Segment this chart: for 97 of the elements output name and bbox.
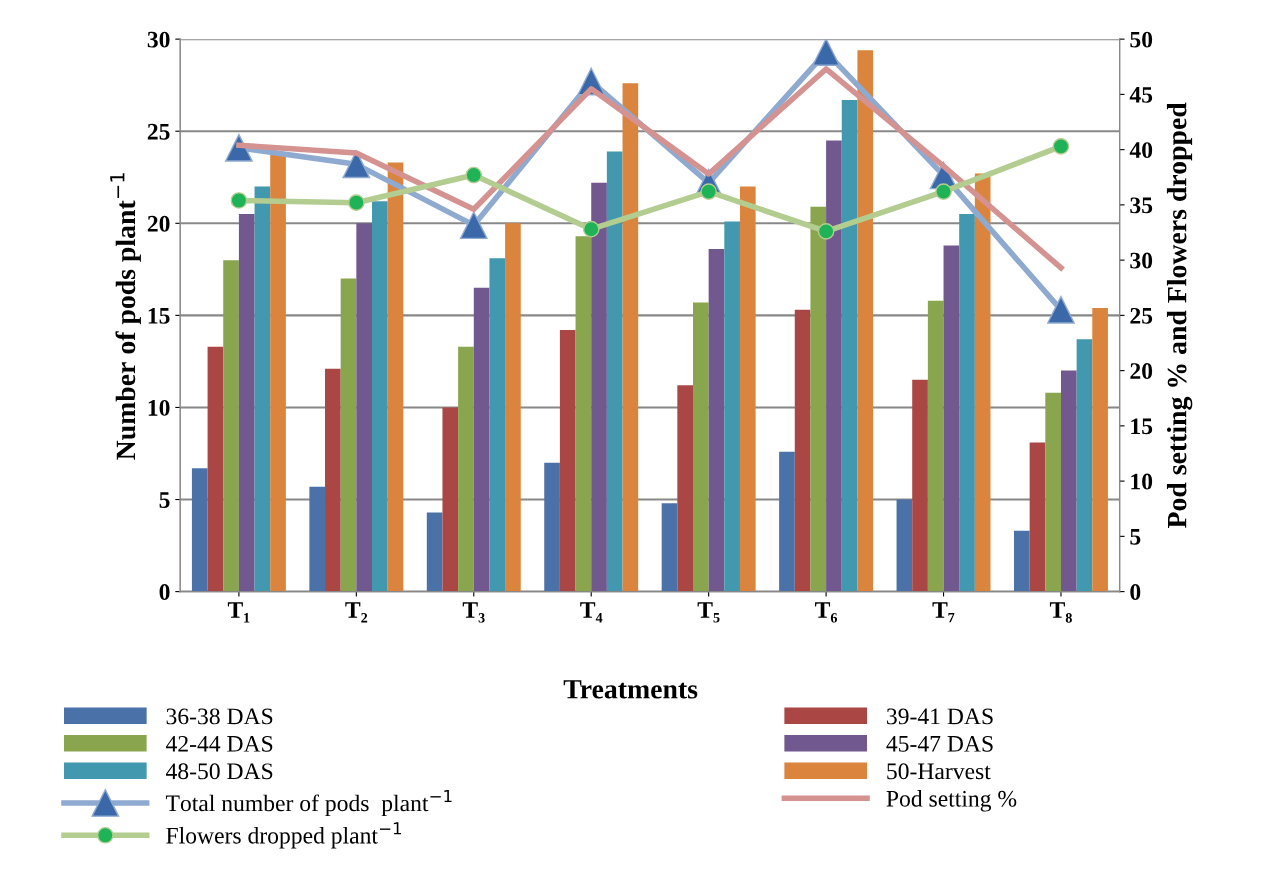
bar — [591, 182, 607, 592]
y2-tick-label: 40 — [1129, 142, 1153, 159]
bar — [1014, 530, 1030, 592]
bar — [575, 236, 592, 592]
x-tick-label: T₇ — [932, 602, 955, 623]
x-axis-title: Treatments — [563, 680, 698, 699]
point — [582, 220, 600, 238]
bar — [254, 186, 271, 592]
legend-label: Total number of pods plant$^{−1}$ — [165, 789, 452, 817]
point — [348, 194, 365, 212]
point — [812, 39, 840, 66]
point — [230, 192, 248, 209]
legend-label: 36-38 DAS — [166, 708, 273, 725]
y-tick-label: 20 — [147, 215, 170, 232]
bar — [544, 462, 560, 592]
x-tick-label: T₈ — [1049, 602, 1072, 623]
point — [817, 223, 835, 240]
bar — [505, 223, 521, 592]
bar — [270, 153, 286, 592]
bar — [325, 368, 341, 592]
x-tick-label: T₆ — [815, 602, 838, 623]
point — [459, 211, 488, 240]
point — [935, 183, 952, 200]
y-axis-title: Number of pods plant$^{−1}$ — [110, 173, 141, 460]
bar — [559, 330, 576, 592]
bar — [912, 379, 928, 592]
bar — [661, 503, 678, 592]
point — [1047, 295, 1075, 324]
y2-tick-label: 5 — [1130, 529, 1141, 545]
bar — [356, 223, 372, 592]
bar — [622, 83, 639, 592]
legend-label: 50-Harvest — [887, 763, 991, 780]
bar — [826, 140, 842, 592]
y2-tick-label: 10 — [1131, 473, 1153, 490]
x-tick-label: T₂ — [345, 602, 368, 623]
bar — [426, 512, 443, 592]
x-tick-label: T₁ — [227, 602, 250, 623]
bar — [1060, 370, 1077, 592]
bar — [442, 407, 459, 592]
y2-tick-label: 45 — [1129, 87, 1153, 103]
bar — [810, 206, 827, 592]
bar — [857, 50, 874, 592]
bar — [191, 468, 208, 592]
bar — [677, 385, 693, 592]
legend-label: 45-47 DAS — [886, 735, 993, 752]
bar — [606, 151, 623, 592]
bar — [693, 302, 709, 592]
legend-label: 42-44 DAS — [165, 735, 273, 752]
point — [1052, 137, 1070, 155]
y-tick-label: 30 — [147, 31, 170, 48]
point — [700, 183, 717, 200]
y-tick-label: 10 — [148, 399, 170, 416]
bar — [1076, 339, 1093, 592]
bar — [927, 300, 944, 592]
y-tick-label: 0 — [159, 584, 170, 601]
bar — [794, 309, 811, 592]
bar — [223, 260, 239, 592]
legend-label: 48-50 DAS — [165, 763, 273, 780]
bar — [896, 499, 913, 592]
y2-tick-label: 0 — [1130, 584, 1141, 601]
bar — [1029, 442, 1046, 592]
bar — [473, 287, 490, 592]
y2-tick-label: 35 — [1130, 197, 1153, 214]
bar — [724, 221, 740, 592]
bar — [387, 162, 404, 592]
y-tick-label: 25 — [147, 123, 170, 140]
bar — [959, 214, 975, 592]
y-tick-label: 15 — [148, 307, 170, 324]
y2-tick-label: 25 — [1130, 307, 1153, 324]
x-tick-label: T₄ — [580, 602, 603, 623]
legend-label: Flowers dropped plant$^{−1}$ — [166, 822, 402, 849]
y2-tick-label: 20 — [1130, 363, 1153, 380]
legend-label: Pod setting % — [886, 790, 1017, 812]
y-tick-label: 5 — [159, 492, 170, 508]
bar — [340, 278, 357, 592]
bar — [779, 451, 795, 592]
bar — [458, 346, 474, 592]
bar — [974, 173, 991, 592]
point — [465, 166, 483, 184]
bar — [309, 486, 326, 592]
bar — [372, 201, 388, 592]
y2-tick-label: 15 — [1131, 418, 1153, 435]
bar — [739, 186, 756, 592]
bar — [489, 258, 506, 592]
bar — [708, 249, 725, 592]
bar — [1045, 392, 1061, 592]
x-tick-label: T₅ — [697, 602, 720, 623]
legend-label: 39-41 DAS — [887, 708, 993, 725]
bar — [207, 346, 224, 592]
bar — [943, 245, 960, 592]
bar — [1092, 308, 1108, 592]
y2-tick-label: 30 — [1130, 252, 1153, 269]
x-tick-label: T₃ — [462, 602, 485, 623]
bar — [238, 214, 255, 592]
y2-axis-title: Pod setting % and Flowers dropped — [1166, 102, 1193, 529]
bar — [841, 99, 858, 592]
y2-tick-label: 50 — [1130, 31, 1153, 48]
